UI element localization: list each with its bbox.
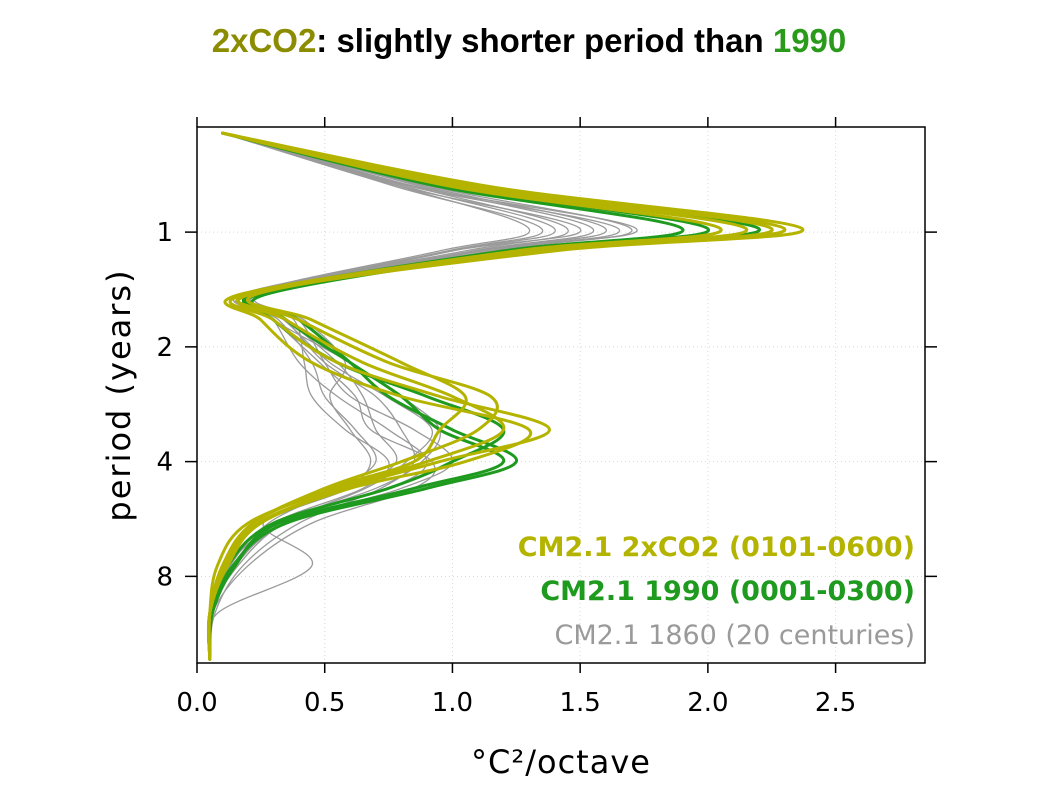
legend-entry: CM2.1 2xCO2 (0101-0600) [518,532,915,563]
ticks: 0.0 0.5 1.0 1.5 2.0 2.5 1 2 4 8 [156,117,937,718]
series-line-0-0 [207,132,531,660]
series-line-2-3 [207,131,804,661]
plot-frame [196,126,926,664]
x-tick-label: 0.5 [304,688,345,718]
x-tick-label: 2.5 [815,688,856,718]
y-tick-label: 1 [156,218,173,248]
y-tick-label: 4 [156,448,173,478]
series-line-1-2 [208,131,761,661]
x-tick-label: 2.0 [687,688,728,718]
chart-title: 2xCO2: slightly shorter period than 1990 [0,22,1058,60]
title-middle: : slightly shorter period than [316,22,773,59]
x-tick-label: 1.5 [559,688,600,718]
series-line-0-4 [207,132,582,660]
series-lines [206,131,804,661]
x-tick-label: 1.0 [432,688,473,718]
y-tick-label: 2 [156,333,173,363]
title-1990: 1990 [772,22,847,59]
y-axis-label: period (years) [100,268,138,521]
series-line-0-7 [208,132,621,660]
legend-entry: CM2.1 1990 (0001-0300) [540,576,915,607]
series-line-0-2 [208,132,556,660]
series-line-2-4 [207,131,787,661]
title-2xco2: 2xCO2 [211,22,317,59]
x-axis-label: °C²/octave [471,743,651,781]
legend-entry: CM2.1 1860 (20 centuries) [554,620,915,651]
series-line-0-6 [209,132,607,660]
legend: CM2.1 2xCO2 (0101-0600) CM2.1 1990 (0001-… [518,532,915,651]
x-tick-label: 0.0 [176,688,217,718]
y-tick-label: 8 [156,562,173,592]
